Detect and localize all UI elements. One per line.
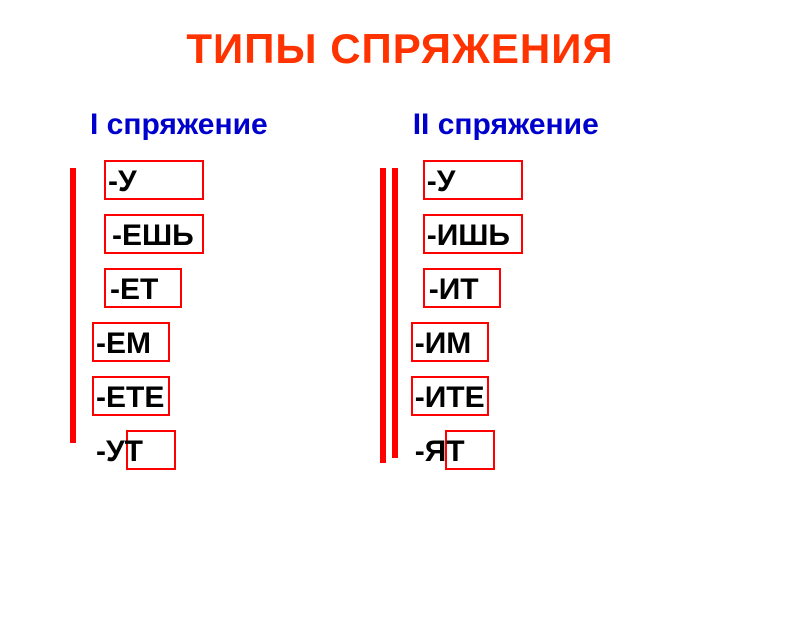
ending-text: -ИТ bbox=[429, 273, 479, 307]
ending-row: -ЯТ bbox=[413, 432, 599, 472]
ending-row: -ИТ bbox=[413, 270, 599, 310]
column-2-header: II спряжение bbox=[413, 108, 599, 142]
ending-row: -У bbox=[90, 162, 268, 202]
ending-row: -ЕМ bbox=[90, 324, 268, 364]
ending-row: -ЕТЕ bbox=[90, 378, 268, 418]
ending-text: -ЕТ bbox=[110, 273, 158, 307]
ending-text: -У bbox=[427, 165, 456, 199]
ending-row: -ИТЕ bbox=[413, 378, 599, 418]
ending-text: -ИМ bbox=[415, 327, 472, 361]
column-2: II спряжение -У -ИШЬ -ИТ -ИМ -ИТЕ bbox=[413, 108, 599, 472]
ending-text: -УТ bbox=[96, 435, 143, 469]
ending-text: -ЕШЬ bbox=[112, 219, 194, 253]
page-title: ТИПЫ СПРЯЖЕНИЯ bbox=[0, 25, 800, 73]
ending-text: -У bbox=[108, 165, 137, 199]
column-1-header: I спряжение bbox=[90, 108, 268, 142]
ending-text: -ИШЬ bbox=[427, 219, 510, 253]
columns-container: I спряжение -У -ЕШЬ -ЕТ -ЕМ -ЕТЕ bbox=[0, 108, 800, 472]
vertical-bar-1 bbox=[70, 168, 76, 443]
ending-row: -У bbox=[413, 162, 599, 202]
vertical-bar-2 bbox=[380, 168, 386, 463]
ending-row: -УТ bbox=[90, 432, 268, 472]
column-2-endings: -У -ИШЬ -ИТ -ИМ -ИТЕ -ЯТ bbox=[413, 162, 599, 472]
ending-text: -ЯТ bbox=[415, 435, 465, 469]
ending-row: -ЕТ bbox=[90, 270, 268, 310]
column-1: I спряжение -У -ЕШЬ -ЕТ -ЕМ -ЕТЕ bbox=[90, 108, 268, 472]
ending-text: -ЕТЕ bbox=[96, 381, 164, 415]
ending-row: -ИШЬ bbox=[413, 216, 599, 256]
ending-text: -ИТЕ bbox=[415, 381, 485, 415]
ending-row: -ИМ bbox=[413, 324, 599, 364]
column-1-endings: -У -ЕШЬ -ЕТ -ЕМ -ЕТЕ -УТ bbox=[90, 162, 268, 472]
ending-text: -ЕМ bbox=[96, 327, 151, 361]
vertical-bar-3 bbox=[392, 168, 398, 458]
ending-row: -ЕШЬ bbox=[90, 216, 268, 256]
